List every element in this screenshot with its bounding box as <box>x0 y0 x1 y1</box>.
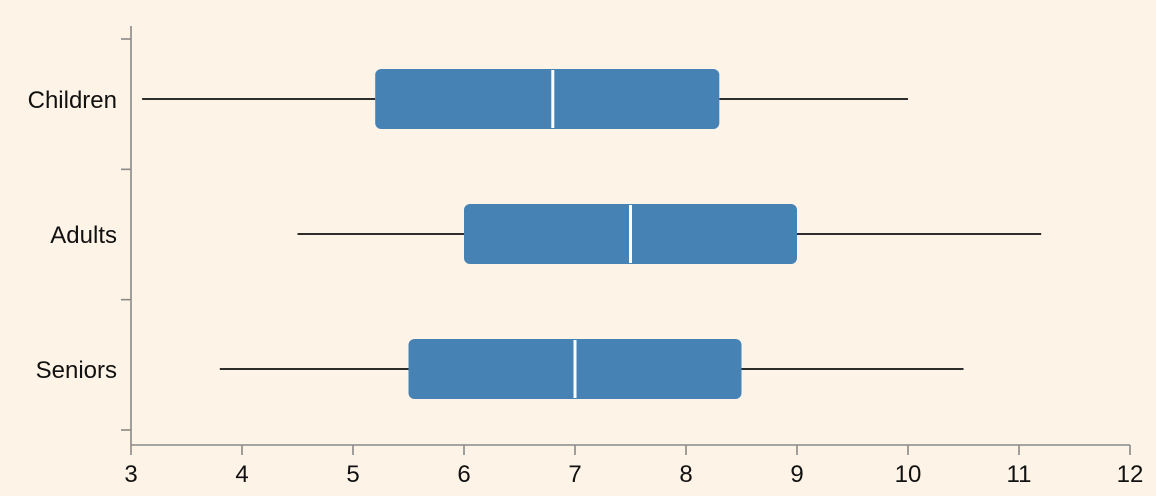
x-tick-label: 8 <box>679 461 692 488</box>
x-tick-label: 3 <box>124 461 137 488</box>
x-tick-label: 9 <box>790 461 803 488</box>
x-tick-label: 11 <box>1007 461 1032 488</box>
x-tick-label: 7 <box>568 461 581 488</box>
x-tick-label: 4 <box>235 461 248 488</box>
category-label: Adults <box>50 222 117 249</box>
box-children <box>375 69 720 129</box>
category-label: Seniors <box>36 357 117 384</box>
x-tick-label: 12 <box>1117 461 1144 488</box>
plot-area <box>142 69 1042 399</box>
axes: 3 4 5 6 7 8 9 10 11 12 Children Adults Seniors <box>28 26 1144 488</box>
category-label: Children <box>28 87 117 114</box>
x-tick-label: 6 <box>457 461 470 488</box>
x-tick-label: 10 <box>895 461 922 488</box>
x-tick-label: 5 <box>346 461 359 488</box>
